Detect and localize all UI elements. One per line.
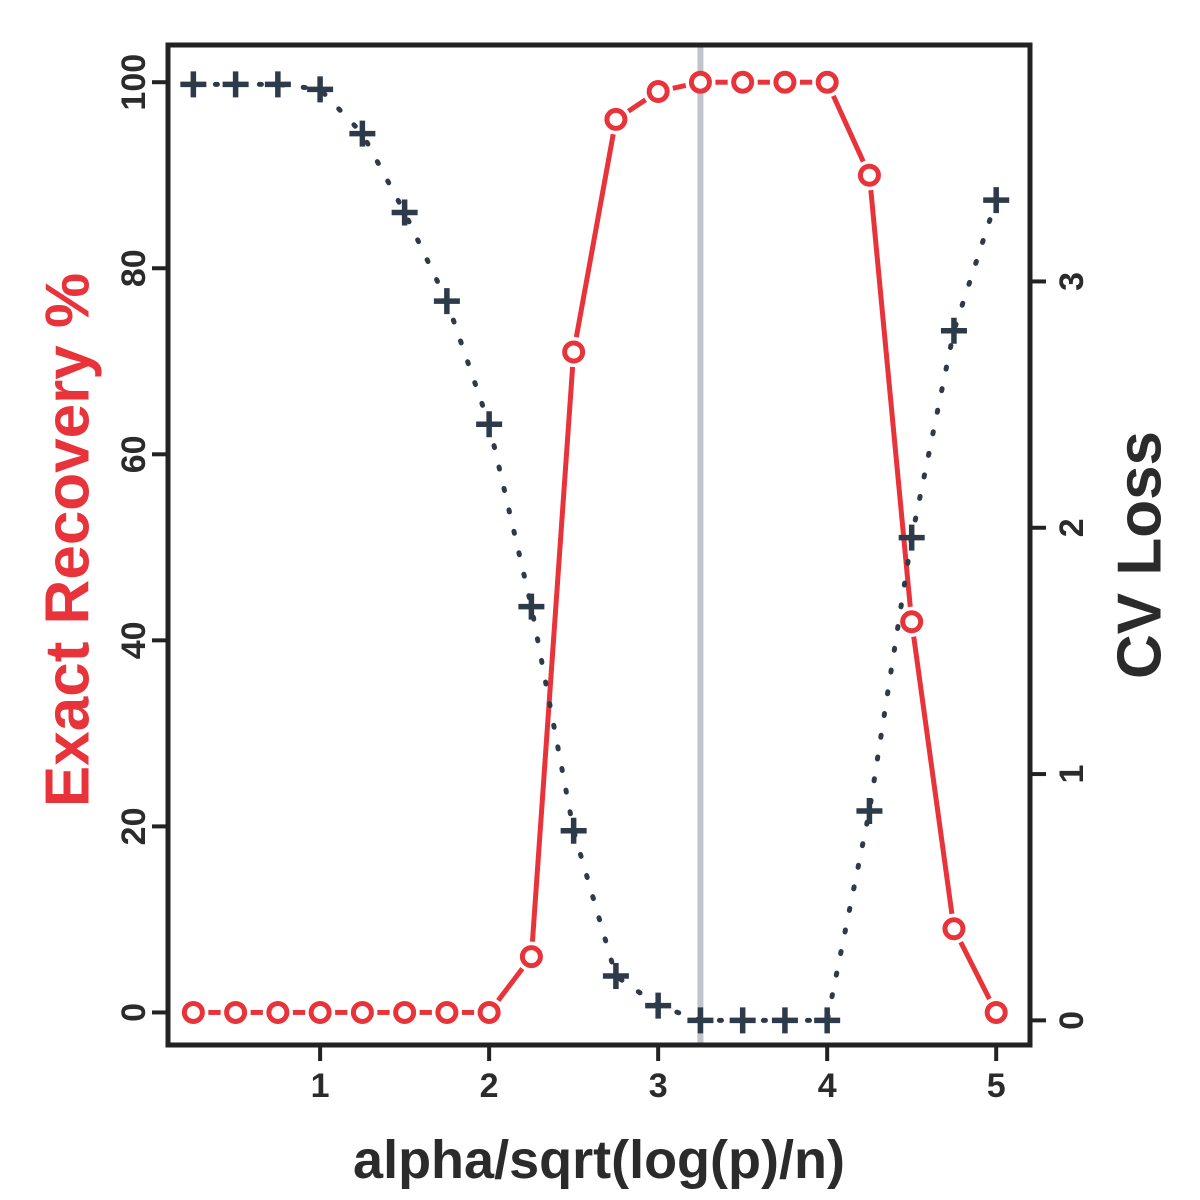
recovery-point	[942, 917, 966, 941]
axis-layer: 1 2 3 4 5 0 20 40 60 80 100 0 1 2 3	[115, 54, 1091, 1105]
recovery-line-segment	[627, 97, 648, 114]
recovery-series	[181, 70, 1008, 1024]
cv-loss-point	[856, 798, 883, 825]
cv-loss-point	[518, 593, 545, 620]
recovery-line-segment	[529, 366, 576, 942]
cv-loss-point	[940, 317, 967, 344]
x-tick-label: 2	[480, 1067, 499, 1105]
recovery-point	[477, 1000, 501, 1024]
cv-loss-point	[645, 992, 672, 1019]
recovery-point	[688, 70, 712, 94]
cv-loss-point	[391, 199, 418, 226]
recovery-point	[393, 1000, 417, 1024]
cv-loss-point	[814, 1007, 841, 1034]
recovery-point	[308, 1000, 332, 1024]
cv-loss-point	[222, 71, 249, 98]
cv-loss-point	[476, 411, 503, 438]
y-right-tick-label: 1	[1053, 765, 1091, 784]
recovery-point	[181, 1000, 205, 1024]
recovery-line-segment	[672, 82, 687, 91]
cv-loss-point	[983, 187, 1010, 214]
y-left-tick-label: 100	[115, 54, 153, 111]
y-right-tick-label: 2	[1053, 518, 1091, 537]
cv-loss-point	[180, 71, 207, 98]
recovery-point	[224, 1000, 248, 1024]
cv-loss-point	[433, 288, 460, 315]
recovery-point	[562, 340, 586, 364]
cv-loss-point	[771, 1007, 798, 1034]
recovery-point	[604, 107, 628, 131]
cv-loss-point	[349, 120, 376, 147]
y-left-tick-label: 40	[115, 621, 153, 659]
recovery-point	[646, 80, 670, 104]
recovery-line-segment	[958, 940, 992, 1001]
y-right-tick-label: 3	[1053, 272, 1091, 291]
recovery-point	[266, 1000, 290, 1024]
cv-loss-point	[602, 963, 629, 990]
cv-loss-point	[264, 71, 291, 98]
x-tick-label: 5	[987, 1067, 1006, 1105]
cv-loss-point	[687, 1007, 714, 1034]
y-left-tick-label: 0	[115, 1003, 153, 1022]
y-right-tick-label: 0	[1053, 1011, 1091, 1030]
y-left-tick-label: 20	[115, 807, 153, 845]
cv-loss-point	[729, 1007, 756, 1034]
recovery-line-segment	[831, 94, 866, 163]
recovery-point	[815, 70, 839, 94]
cv-loss-point	[560, 817, 587, 844]
cv-loss-series	[180, 71, 1010, 1034]
recovery-point	[857, 163, 881, 187]
x-tick-label: 1	[311, 1067, 330, 1105]
y-left-tick-label: 60	[115, 435, 153, 473]
recovery-line-segment	[496, 967, 525, 1002]
cv-loss-dotted-line	[190, 81, 999, 1023]
recovery-point	[731, 70, 755, 94]
x-axis-title: alpha/sqrt(log(p)/n)	[353, 1130, 845, 1190]
recovery-point	[900, 610, 924, 634]
plot-frame	[165, 42, 1033, 1048]
y-axis-left-title: Exact Recovery %	[34, 273, 103, 807]
recovery-point	[519, 945, 543, 969]
recovery-line-segment	[911, 636, 955, 915]
recovery-line-segment	[573, 133, 616, 338]
x-tick-label: 4	[818, 1067, 837, 1105]
x-tick-label: 3	[649, 1067, 668, 1105]
series-layer	[180, 70, 1010, 1034]
y-axis-right-title: CV Loss	[1106, 431, 1175, 679]
recovery-point	[984, 1000, 1008, 1024]
cv-loss-point	[898, 524, 925, 551]
recovery-point	[773, 70, 797, 94]
recovery-point	[350, 1000, 374, 1024]
y-left-tick-label: 80	[115, 249, 153, 287]
cv-loss-point	[307, 76, 334, 103]
recovery-point	[435, 1000, 459, 1024]
